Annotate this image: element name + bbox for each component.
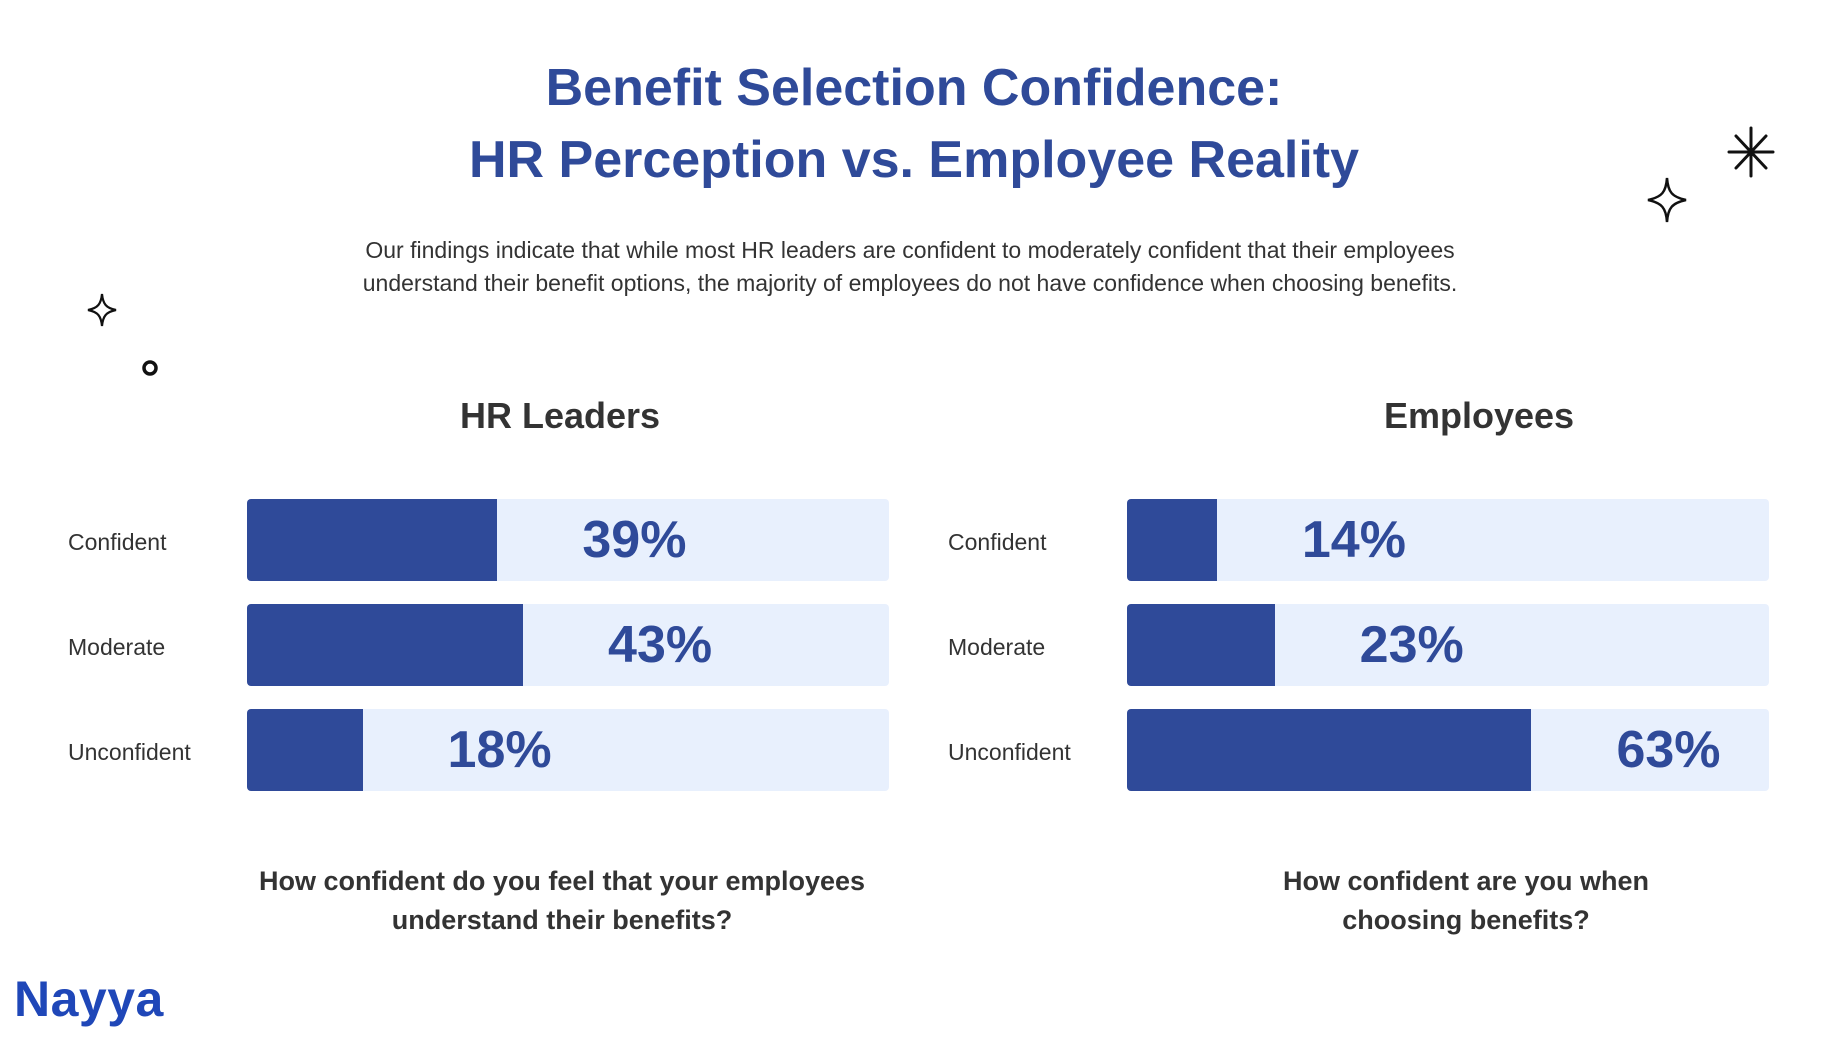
hr-question-line-2: understand their benefits? [391,905,733,935]
hr-survey-question: How confident do you feel that your empl… [232,862,892,940]
hr-bar-confident [247,499,498,581]
emp-row-label-unconfident: Unconfident [948,739,1071,765]
employees-heading: Employees [1383,395,1575,436]
ring-icon [142,360,158,376]
hr-bar-unconfident [247,709,363,791]
hr-row-label-moderate: Moderate [68,634,166,660]
asterisk-icon [1727,126,1775,178]
emp-question-line-2: choosing benefits? [1342,905,1590,935]
emp-value-label-unconfident: 63% [1616,721,1721,779]
hr-bar-track-unconfident: 18% [247,709,889,791]
employees-survey-question: How confident are you when choosing bene… [1136,862,1796,940]
hr-bar-moderate [247,604,524,686]
hr-row-label-unconfident: Unconfident [68,739,191,765]
emp-row-label-confident: Confident [948,529,1047,555]
emp-bar-track-moderate: 23% [1127,604,1769,686]
hr-value-label-moderate: 43% [608,616,713,674]
emp-question-line-1: How confident are you when [1282,866,1650,896]
emp-bar-confident [1127,499,1217,581]
emp-bar-track-unconfident: 63% [1127,709,1769,791]
emp-bar-moderate [1127,604,1275,686]
title-line-2: HR Perception vs. Employee Reality [468,131,1360,189]
hr-question-line-1: How confident do you feel that your empl… [258,866,866,896]
hr-bar-track-confident: 39% [247,499,889,581]
emp-row-label-moderate: Moderate [948,634,1046,660]
sparkle-icon [1647,177,1687,223]
description-line-2: understand their benefit options, the ma… [362,270,1458,296]
title-line-1: Benefit Selection Confidence: [545,59,1283,117]
emp-bar-unconfident [1127,709,1532,791]
emp-value-label-confident: 14% [1301,511,1406,569]
hr-value-label-unconfident: 18% [447,721,552,779]
page-title: Benefit Selection Confidence: HR Percept… [0,52,1828,196]
hr-bar-track-moderate: 43% [247,604,889,686]
description: Our findings indicate that while most HR… [240,234,1580,300]
hr-row-label-confident: Confident [68,529,167,555]
nayya-logo: Nayya [14,971,164,1027]
description-line-1: Our findings indicate that while most HR… [365,237,1455,263]
emp-bar-track-confident: 14% [1127,499,1769,581]
emp-value-label-moderate: 23% [1359,616,1464,674]
hr-leaders-heading: HR Leaders [459,395,661,436]
hr-value-label-confident: 39% [582,511,687,569]
sparkle-icon [87,293,117,327]
